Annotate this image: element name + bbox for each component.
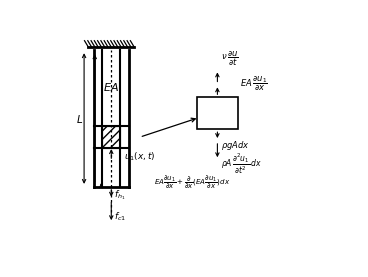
Bar: [102, 126, 120, 148]
Text: $L$: $L$: [76, 112, 83, 125]
Text: $EA\dfrac{\partial u_1}{\partial x}+\dfrac{\partial}{\partial x}(EA\dfrac{\parti: $EA\dfrac{\partial u_1}{\partial x}+\dfr…: [155, 174, 231, 191]
Text: $\rho A\,\dfrac{\partial^2 u_1}{\partial t^2}\,dx$: $\rho A\,\dfrac{\partial^2 u_1}{\partial…: [220, 152, 262, 176]
Text: $EA\,\dfrac{\partial u_1}{\partial x}$: $EA\,\dfrac{\partial u_1}{\partial x}$: [240, 75, 268, 93]
Text: $\rho g A dx$: $\rho g A dx$: [220, 139, 249, 152]
Bar: [197, 97, 238, 129]
Text: $EA$: $EA$: [103, 81, 119, 93]
Text: $u_1(x,t)$: $u_1(x,t)$: [124, 151, 156, 163]
Text: $f_{h_1}$: $f_{h_1}$: [114, 189, 126, 202]
Text: $f_{c1}$: $f_{c1}$: [114, 211, 127, 223]
Text: $\nu\,\dfrac{\partial u}{\partial t}$: $\nu\,\dfrac{\partial u}{\partial t}$: [220, 50, 238, 68]
